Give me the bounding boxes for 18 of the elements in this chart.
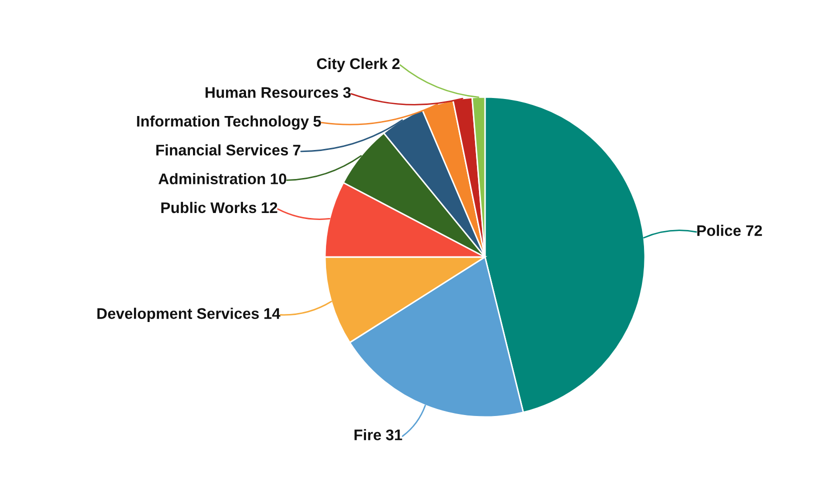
slice-label: City Clerk [317,58,388,72]
data-label: 31 [386,429,402,440]
slice-label: Fire [354,429,382,440]
data-label: 2 [392,58,400,69]
data-label: 5 [313,116,322,127]
slice-label: Public Works [161,202,256,214]
data-label: 10 [270,173,286,184]
slice-label: Police [697,224,741,236]
slice-label: Information Technology [137,115,309,130]
data-label: 14 [264,308,280,319]
data-label: 7 [293,144,300,156]
data-label: 12 [262,202,278,213]
slice-label: Development Services [97,308,259,322]
slice-label: Human Resources [206,87,338,98]
slice-label: Administration [158,173,265,184]
slice-label: Financial Services [156,144,288,156]
data-label: 3 [343,87,351,98]
data-label: 72 [746,225,762,236]
